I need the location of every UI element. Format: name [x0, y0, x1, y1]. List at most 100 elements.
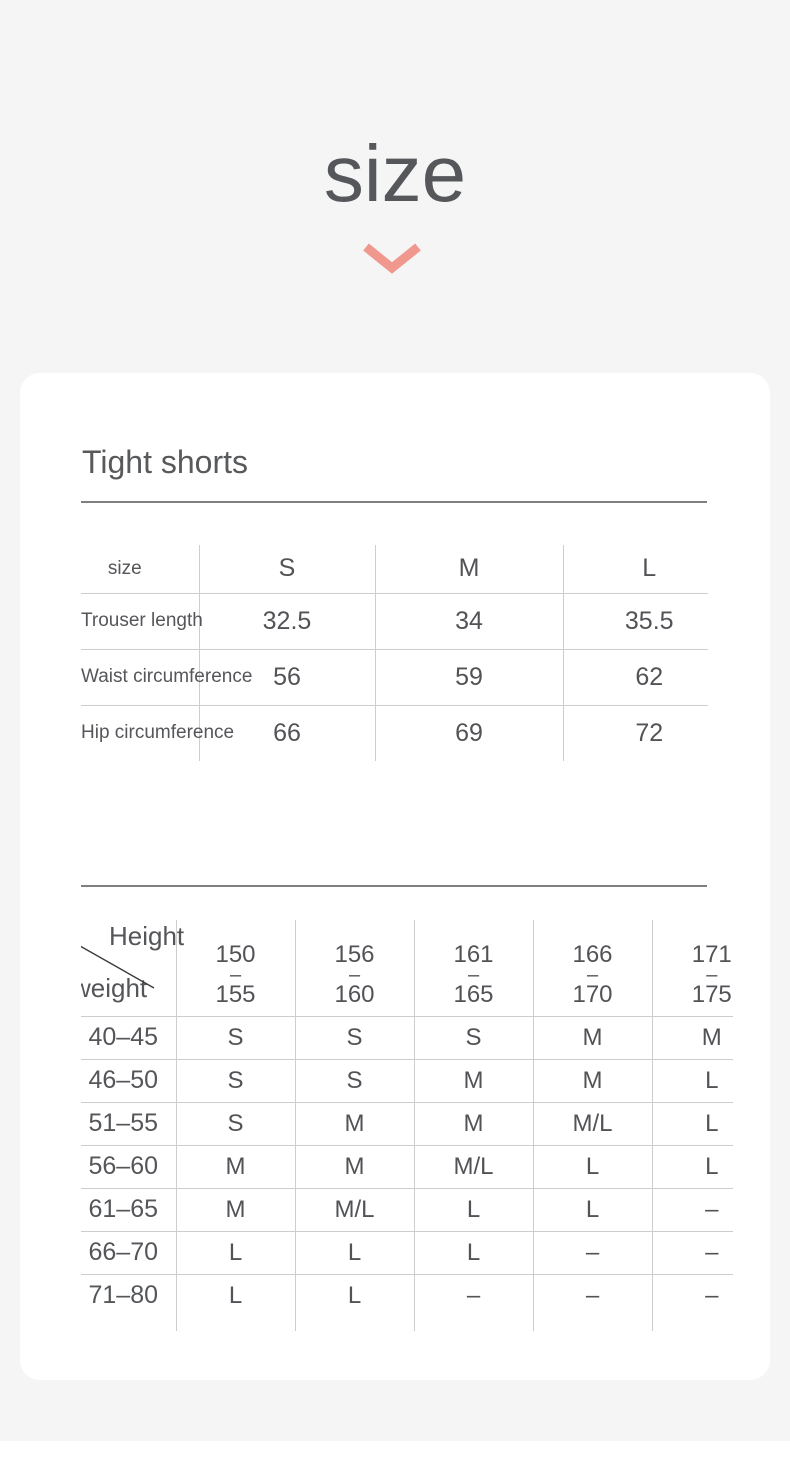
range-dash: –	[586, 963, 599, 986]
range-to: 165	[453, 980, 494, 1008]
cell-size: L	[533, 1145, 653, 1189]
range-dash: –	[706, 963, 718, 986]
table-header-row: Height weight 150 – 155 156 – 1	[81, 920, 733, 1017]
cell-size: S	[414, 1016, 534, 1060]
cell-size: –	[533, 1231, 653, 1275]
weight-range-label: 46–50	[81, 1059, 177, 1103]
weight-range-label: 51–55	[81, 1102, 177, 1146]
range-dash: –	[467, 963, 480, 986]
range-from: 171	[691, 940, 732, 968]
col-header: size	[81, 545, 200, 594]
range-to: 170	[572, 980, 613, 1008]
cell-size: L	[652, 1145, 733, 1189]
diagonal-line	[81, 945, 155, 989]
cell-value: 59	[375, 649, 564, 706]
size-guide-card: Tight shorts size S M L Trouser length 3…	[20, 373, 770, 1380]
product-name-heading: Tight shorts	[82, 444, 248, 480]
measurement-table-wrap: size S M L Trouser length 32.5 34 35.5 W…	[81, 545, 708, 761]
cell-size: L	[176, 1274, 296, 1317]
cell-size: S	[176, 1059, 296, 1103]
range-from: 156	[334, 940, 375, 968]
range-from: 161	[453, 940, 494, 968]
cell-size: M	[414, 1059, 534, 1103]
cell-size: L	[295, 1231, 415, 1275]
cell-size: –	[652, 1231, 733, 1275]
table-row: 71–80 L L – – –	[81, 1274, 733, 1317]
weight-range-label: 56–60	[81, 1145, 177, 1189]
cell-size: M	[414, 1102, 534, 1146]
measurement-table: size S M L Trouser length 32.5 34 35.5 W…	[81, 545, 708, 761]
row-label: Waist circumference	[81, 649, 252, 706]
cell-size: –	[533, 1274, 653, 1317]
cell-size: L	[652, 1059, 733, 1103]
cell-size: M/L	[414, 1145, 534, 1189]
section-divider	[81, 885, 707, 887]
table-row: 56–60 M M M/L L L	[81, 1145, 733, 1189]
weight-range-label: 61–65	[81, 1188, 177, 1232]
cell-size: S	[295, 1059, 415, 1103]
cell-value: 34	[375, 593, 564, 650]
cell-value: 32.5	[199, 593, 376, 650]
row-label: Trouser length	[81, 593, 203, 650]
cell-value: 56	[199, 649, 376, 706]
cell-size: S	[176, 1016, 296, 1060]
cell-size: M	[652, 1016, 733, 1060]
fit-table-wrap: Height weight 150 – 155 156 – 1	[81, 920, 733, 1331]
fit-table: Height weight 150 – 155 156 – 1	[81, 920, 733, 1331]
table-row: Trouser length 32.5 34 35.5	[81, 593, 708, 650]
cell-value: 69	[375, 705, 564, 761]
col-header: S	[199, 545, 376, 594]
corner-height-label: Height	[109, 921, 185, 951]
cell-size: M	[533, 1016, 653, 1060]
table-row: 51–55 S M M M/L L	[81, 1102, 733, 1146]
cell-size: M/L	[533, 1102, 653, 1146]
height-weight-corner-cell: Height weight	[81, 920, 184, 1017]
row-label: Hip circumference	[81, 705, 234, 761]
cell-size: M	[176, 1145, 296, 1189]
range-from: 150	[215, 940, 256, 968]
chevron-stroke	[363, 243, 421, 274]
range-dash: –	[229, 963, 242, 986]
cell-size: L	[176, 1231, 296, 1275]
height-range-header: 171 – 175	[652, 920, 733, 1017]
cell-size: L	[414, 1231, 534, 1275]
table-row: 46–50 S S M M L	[81, 1059, 733, 1103]
weight-range-label: 40–45	[81, 1016, 177, 1060]
table-row: 40–45 S S S M M	[81, 1016, 733, 1060]
cell-size: –	[652, 1188, 733, 1232]
heading-divider	[81, 501, 707, 503]
table-row: 66–70 L L L – –	[81, 1231, 733, 1275]
cell-size: M	[295, 1102, 415, 1146]
height-range-header: 156 – 160	[295, 920, 415, 1017]
cell-size: L	[295, 1274, 415, 1317]
corner-weight-label: weight	[81, 973, 148, 1003]
range-to: 175	[691, 980, 732, 1008]
cell-value: 35.5	[563, 593, 708, 650]
cell-size: M	[533, 1059, 653, 1103]
height-range-header: 161 – 165	[414, 920, 534, 1017]
cell-size: L	[533, 1188, 653, 1232]
table-row: Waist circumference 56 59 62	[81, 649, 708, 706]
range-to: 160	[334, 980, 375, 1008]
height-range-header: 166 – 170	[533, 920, 653, 1017]
range-dash: –	[348, 963, 361, 986]
cell-size: S	[295, 1016, 415, 1060]
cell-size: L	[652, 1102, 733, 1146]
table-header-row: size S M L	[81, 545, 708, 594]
cell-size: –	[414, 1274, 534, 1317]
table-row: 61–65 M M/L L L –	[81, 1188, 733, 1232]
col-header: M	[375, 545, 564, 594]
weight-range-label: 66–70	[81, 1231, 177, 1275]
next-section-edge	[0, 1441, 790, 1457]
cell-value: 72	[635, 718, 664, 747]
cell-size: L	[414, 1188, 534, 1232]
weight-range-label: 71–80	[81, 1274, 177, 1317]
table-row: Hip circumference 66 69 72	[81, 705, 708, 761]
cell-value: 62	[563, 649, 708, 706]
cell-size: M/L	[295, 1188, 415, 1232]
page-title: size	[323, 129, 467, 218]
range-from: 166	[572, 940, 613, 968]
cell-size: S	[176, 1102, 296, 1146]
cell-value: 66	[199, 705, 376, 761]
